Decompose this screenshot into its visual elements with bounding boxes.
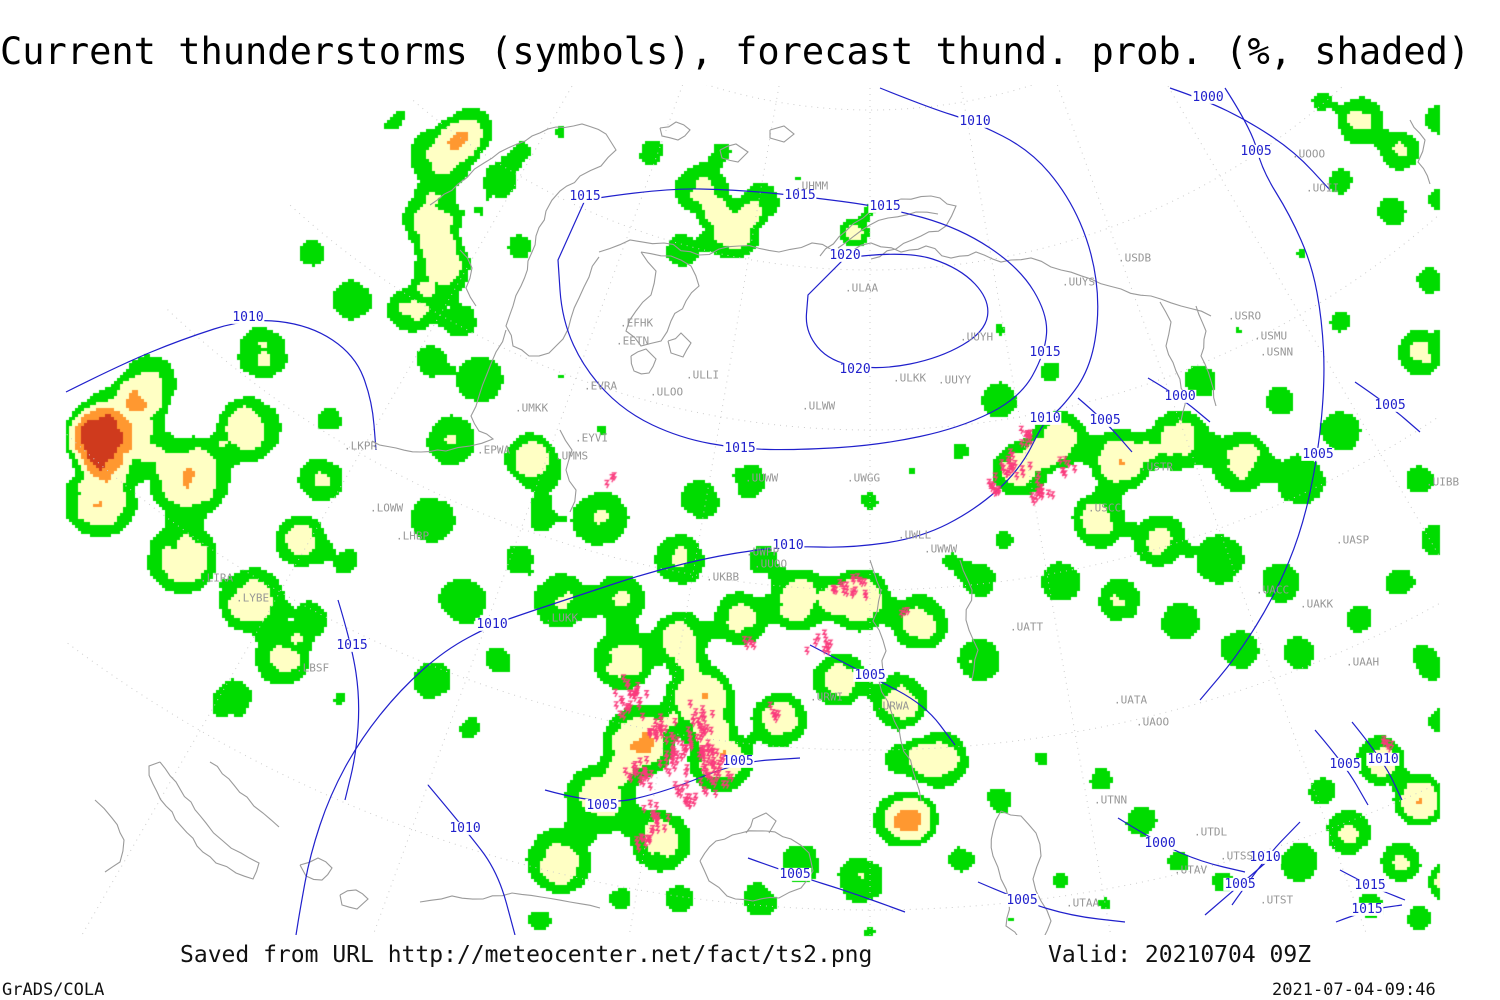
isobar-line-1005	[1199, 87, 1325, 701]
isobar-line-1010	[1231, 821, 1301, 906]
isobar-line-1005	[1077, 397, 1133, 453]
coastline	[719, 143, 749, 163]
isobar-line-1020	[805, 253, 989, 369]
isobar-line-1015	[1335, 904, 1403, 923]
coastline	[148, 761, 260, 880]
coastline	[667, 332, 692, 358]
isobar-line-1015	[337, 599, 360, 801]
coastline	[299, 857, 333, 881]
isobar-line-1000	[1147, 377, 1211, 423]
coastline	[625, 251, 700, 347]
coastline	[559, 429, 577, 513]
coastline	[339, 889, 369, 910]
coastline	[769, 125, 795, 143]
coastline	[959, 559, 979, 681]
coastline	[371, 329, 507, 453]
isobar-line-1010	[427, 784, 516, 935]
isobar-line-1005	[1204, 851, 1279, 916]
isobar-line-1000	[1117, 817, 1246, 873]
coastline	[419, 892, 601, 909]
coastline	[459, 249, 477, 307]
isobar-line-1010	[1351, 721, 1403, 801]
coastline	[598, 239, 1212, 317]
coastline	[745, 812, 777, 834]
isobar-line-1005	[977, 881, 1126, 923]
isobar-line-1015	[1339, 869, 1406, 901]
coastline	[209, 761, 280, 828]
isobar-line-1005	[544, 757, 801, 802]
coastline	[699, 830, 814, 902]
coastline-layer	[94, 119, 1431, 935]
isobar-line-1000	[1169, 87, 1331, 191]
isobar-line-1010	[295, 87, 1099, 935]
coastline	[1195, 305, 1217, 407]
coastline	[1409, 119, 1431, 185]
coastline	[429, 123, 617, 357]
isobar-line-1005	[747, 857, 906, 913]
isobar-line-1005	[1314, 729, 1369, 806]
coastline	[659, 121, 691, 141]
isobar-line-1010	[65, 320, 377, 451]
isobar-line-1015	[557, 188, 1048, 451]
isobar-line-1005	[1354, 381, 1421, 433]
isobar-layer	[65, 87, 1421, 935]
coastline	[630, 348, 657, 375]
coastline	[1159, 301, 1187, 422]
coastline	[94, 799, 125, 873]
coastline	[990, 810, 1052, 935]
